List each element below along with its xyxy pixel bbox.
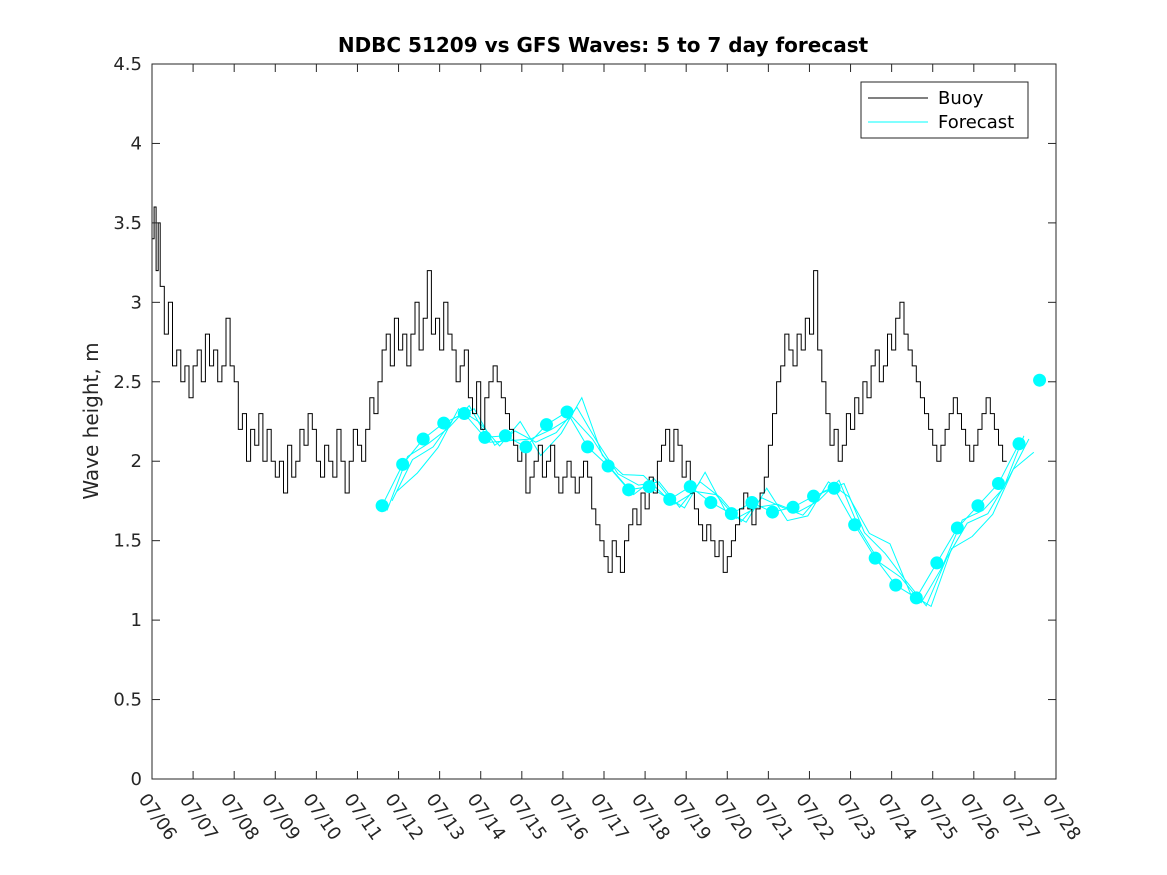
- forecast-markers: [375, 373, 1047, 605]
- legend-forecast-label: Forecast: [938, 112, 1014, 133]
- plot-area: 00.511.522.533.544.5 07/0607/0707/0807/0…: [113, 54, 1085, 844]
- forecast-marker: [396, 457, 410, 471]
- y-tick-label: 0.5: [113, 690, 142, 711]
- y-tick-label: 1: [131, 610, 142, 631]
- forecast-marker: [786, 500, 800, 514]
- forecast-marker: [519, 440, 533, 454]
- forecast-marker: [498, 429, 512, 443]
- y-tick-label: 3: [131, 292, 142, 313]
- forecast-marker: [478, 430, 492, 444]
- chart-title: NDBC 51209 vs GFS Waves: 5 to 7 day fore…: [338, 33, 869, 57]
- forecast-marker: [950, 521, 964, 535]
- forecast-marker: [416, 432, 430, 446]
- forecast-marker: [601, 459, 615, 473]
- forecast-marker: [971, 499, 985, 513]
- forecast-marker: [889, 578, 903, 592]
- buoy-line: [152, 206, 1007, 573]
- forecast-marker: [375, 499, 389, 513]
- legend-buoy-label: Buoy: [938, 88, 984, 109]
- forecast-marker: [930, 556, 944, 570]
- forecast-marker: [581, 440, 595, 454]
- forecast-marker: [663, 492, 677, 506]
- y-tick-label: 2.5: [113, 372, 142, 393]
- forecast-marker: [909, 591, 923, 605]
- forecast-marker: [704, 496, 718, 510]
- y-tick-label: 1.5: [113, 531, 142, 552]
- forecast-marker: [991, 476, 1005, 490]
- forecast-marker: [642, 480, 656, 494]
- forecast-marker: [683, 480, 697, 494]
- forecast-marker: [457, 407, 471, 421]
- forecast-marker: [622, 483, 636, 497]
- plot-background: [152, 64, 1056, 779]
- forecast-marker: [745, 496, 759, 510]
- y-axis-label: Wave height, m: [79, 342, 103, 499]
- forecast-marker: [724, 507, 738, 521]
- forecast-marker: [868, 551, 882, 565]
- forecast-marker: [539, 418, 553, 432]
- forecast-marker: [848, 518, 862, 532]
- forecast-marker: [437, 416, 451, 430]
- legend: Buoy Forecast: [860, 81, 1029, 139]
- y-tick-label: 4.5: [113, 54, 142, 75]
- forecast-marker: [1012, 437, 1026, 451]
- forecast-marker: [560, 405, 574, 419]
- forecast-line: [396, 396, 1035, 608]
- buoy-series: [152, 206, 1007, 573]
- forecast-marker: [807, 489, 821, 503]
- y-tick-label: 4: [131, 133, 142, 154]
- y-axis: 0 0.5 1 1.5 2 2.5 3 3.5 4 4.5: [113, 54, 1056, 790]
- forecast-marker: [765, 505, 779, 519]
- forecast-marker: [1033, 373, 1047, 387]
- y-tick-label: 3.5: [113, 213, 142, 234]
- y-tick-label: 0: [131, 769, 142, 790]
- forecast-marker: [827, 481, 841, 495]
- y-tick-label: 2: [131, 451, 142, 472]
- legend-box: [860, 81, 1029, 139]
